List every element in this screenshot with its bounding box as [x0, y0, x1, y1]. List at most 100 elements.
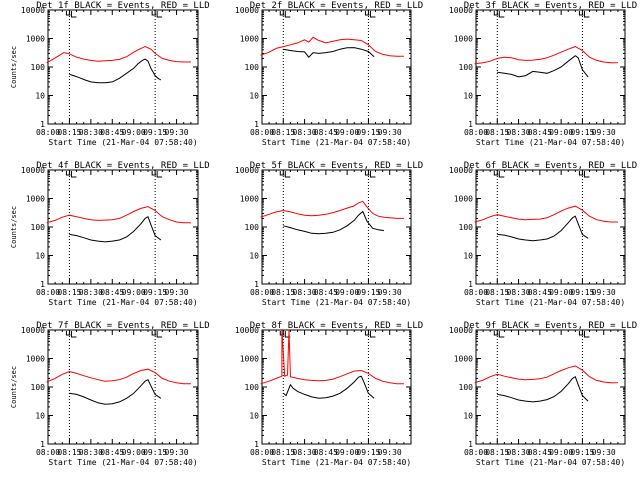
time-marker-bracket: [369, 11, 376, 18]
x-tick-label: 08:15: [485, 448, 509, 457]
y-tick-label: 10: [463, 92, 473, 101]
lld-rate-line: [46, 368, 191, 385]
x-tick-label: 08:30: [293, 128, 317, 137]
x-tick-label: 08:45: [314, 128, 338, 137]
y-tick-label: 1000: [454, 355, 473, 364]
x-tick-label: 09:00: [549, 288, 573, 297]
x-tick-label: 08:45: [100, 448, 124, 457]
x-axis-label: Start Time (21-Mar-04 07:58:40): [48, 138, 197, 147]
y-tick-label: 10000: [235, 166, 259, 175]
event-rate-line: [69, 379, 162, 405]
x-tick-label: 09:00: [335, 448, 359, 457]
plot-frame: [47, 329, 199, 445]
time-marker-bracket: [498, 171, 505, 178]
x-tick-label: 08:00: [250, 128, 274, 137]
x-tick-label: 09:30: [592, 128, 616, 137]
lld-rate-line: [260, 329, 404, 385]
time-marker-bracket: [493, 331, 499, 336]
chart-title: Det 1f BLACK = Events, RED = LLD: [36, 1, 209, 11]
y-tick-label: 10: [463, 412, 473, 421]
x-tick-label: 08:45: [100, 128, 124, 137]
x-tick-label: 08:15: [57, 288, 81, 297]
x-tick-label: 09:00: [122, 128, 146, 137]
time-marker-bracket: [493, 171, 499, 176]
x-axis-label: Start Time (21-Mar-04 07:58:40): [476, 298, 625, 307]
x-tick-label: 09:15: [356, 448, 380, 457]
time-marker-bracket: [364, 331, 370, 336]
x-tick-label: 09:00: [122, 448, 146, 457]
x-tick-label: 08:45: [528, 288, 552, 297]
plot-frame: [261, 169, 412, 285]
x-tick-label: 09:15: [570, 128, 594, 137]
time-marker-bracket: [65, 331, 71, 336]
y-tick-label: 100: [31, 383, 46, 392]
time-marker-bracket: [583, 331, 590, 338]
y-axis-label: Counts/sec: [10, 206, 18, 248]
x-tick-label: 08:15: [485, 288, 509, 297]
x-tick-label: 08:45: [528, 448, 552, 457]
panel-det-8f: Det 8f BLACK = Events, RED = LLD 1 10 100 10…: [235, 321, 423, 467]
y-tick-label: 1000: [454, 35, 473, 44]
x-tick-label: 08:45: [314, 288, 338, 297]
y-tick-label: 1: [40, 280, 45, 289]
y-tick-label: 100: [459, 63, 474, 72]
panel-det-1f: Det 1f BLACK = Events, RED = LLD 1 10 100 10…: [10, 1, 210, 147]
y-tick-label: 100: [245, 223, 260, 232]
plot-frame: [475, 169, 626, 285]
x-tick-label: 09:30: [378, 288, 402, 297]
x-tick-label: 09:30: [592, 288, 616, 297]
time-marker-bracket: [70, 171, 77, 178]
event-rate-line: [283, 210, 385, 235]
time-marker-bracket: [583, 171, 590, 178]
time-marker-bracket: [364, 171, 370, 176]
event-rate-line: [282, 375, 375, 399]
time-marker-bracket: [151, 171, 157, 176]
x-tick-label: 08:45: [100, 288, 124, 297]
panel-det-9f: Det 9f BLACK = Events, RED = LLD 1 10 100 10…: [449, 321, 637, 467]
time-marker-bracket: [284, 11, 291, 18]
x-tick-label: 08:45: [314, 448, 338, 457]
time-marker-bracket: [65, 11, 71, 16]
y-tick-label: 100: [459, 223, 474, 232]
y-tick-label: 100: [459, 383, 474, 392]
y-tick-label: 1: [468, 120, 473, 129]
y-axis-label: Counts/sec: [10, 46, 18, 88]
plot-frame: [475, 9, 626, 125]
x-tick-label: 09:30: [592, 448, 616, 457]
chart-title: Det 9f BLACK = Events, RED = LLD: [464, 321, 637, 331]
y-tick-label: 10: [35, 92, 45, 101]
y-tick-label: 10: [249, 412, 259, 421]
x-tick-label: 08:00: [36, 288, 60, 297]
x-tick-label: 08:30: [293, 288, 317, 297]
x-tick-label: 09:30: [165, 128, 189, 137]
lld-rate-line: [260, 200, 404, 219]
y-tick-label: 100: [31, 63, 46, 72]
y-tick-label: 100: [31, 223, 46, 232]
y-tick-label: 1: [468, 440, 473, 449]
x-tick-label: 08:00: [464, 448, 488, 457]
x-tick-label: 08:15: [271, 288, 295, 297]
x-axis-label: Start Time (21-Mar-04 07:58:40): [476, 458, 625, 467]
x-tick-label: 09:00: [549, 128, 573, 137]
y-tick-label: 10000: [449, 166, 473, 175]
plot-frame: [475, 329, 626, 445]
time-marker-bracket: [578, 171, 584, 176]
chart-title: Det 4f BLACK = Events, RED = LLD: [36, 161, 209, 171]
time-marker-bracket: [279, 11, 285, 16]
x-tick-label: 08:15: [271, 448, 295, 457]
panel-det-5f: Det 5f BLACK = Events, RED = LLD 1 10 100 10…: [235, 161, 423, 307]
lld-rate-line: [474, 365, 618, 384]
time-marker-bracket: [65, 171, 71, 176]
x-tick-label: 08:00: [464, 288, 488, 297]
time-marker-bracket: [498, 11, 505, 18]
x-tick-label: 08:30: [79, 448, 103, 457]
x-tick-label: 09:00: [335, 288, 359, 297]
x-tick-label: 09:30: [378, 448, 402, 457]
x-tick-label: 08:15: [57, 128, 81, 137]
x-tick-label: 09:30: [378, 128, 402, 137]
y-tick-label: 1000: [26, 195, 45, 204]
time-marker-bracket: [70, 331, 77, 338]
lld-rate-line: [474, 205, 618, 223]
x-tick-label: 08:30: [507, 448, 531, 457]
